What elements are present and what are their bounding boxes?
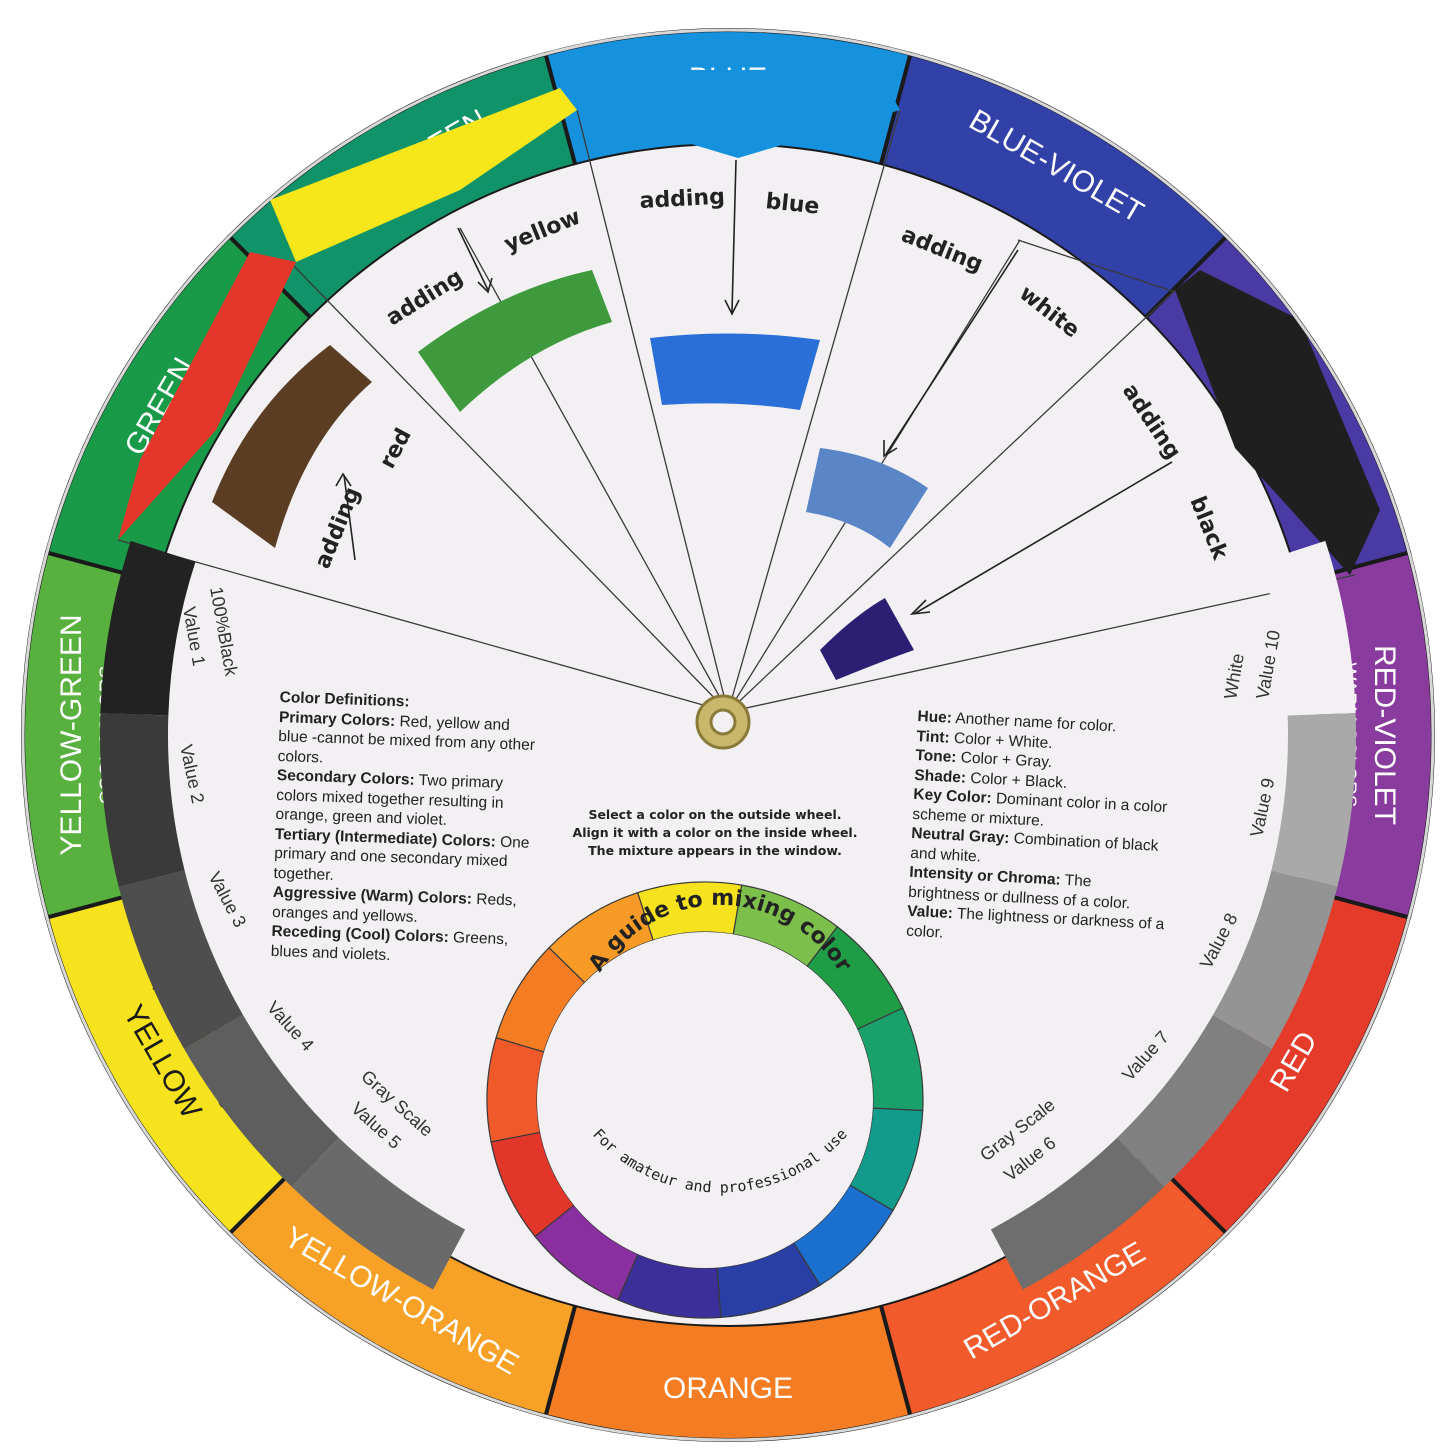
guide-segment[interactable] bbox=[486, 1036, 545, 1143]
mixing-arrows bbox=[335, 159, 1173, 616]
hue-label-yellow-green: YELLOW-GREEN bbox=[55, 614, 88, 855]
yellow-cutout bbox=[270, 88, 577, 262]
adding-blue-label: adding bbox=[639, 185, 725, 214]
definitions-left: Color Definitions: Primary Colors: Red, … bbox=[270, 688, 541, 970]
def-primary: Primary Colors: Red, yellow and blue -ca… bbox=[277, 708, 536, 767]
instruction-line-1: Select a color on the outside wheel. bbox=[588, 807, 842, 822]
center-rivet-hole bbox=[709, 708, 737, 736]
instructions: Select a color on the outside wheel. Ali… bbox=[560, 806, 870, 860]
gray-band-left-5 bbox=[291, 1137, 466, 1290]
gray-band-left-4 bbox=[184, 1015, 339, 1187]
gray-scale-left bbox=[100, 540, 466, 1290]
gray-band-right-9 bbox=[1271, 713, 1356, 887]
red-cutout bbox=[118, 252, 296, 540]
mix-window-blue bbox=[650, 333, 820, 410]
gray-band-right-10 bbox=[1260, 540, 1356, 716]
mix-window-shade bbox=[820, 598, 914, 680]
def-tertiary: Tertiary (Intermediate) Colors: One prim… bbox=[273, 825, 530, 884]
black-cutout bbox=[1175, 270, 1380, 575]
gray-band-left-3 bbox=[118, 870, 244, 1049]
mix-window-green bbox=[418, 270, 612, 412]
hue-label-red-violet: RED-VIOLET bbox=[1368, 645, 1401, 825]
blue-cutout bbox=[577, 70, 900, 158]
wheel-rim bbox=[21, 28, 1435, 1442]
gray-band-left-1 bbox=[100, 540, 196, 716]
instruction-line-2: Align it with a color on the inside whee… bbox=[572, 825, 858, 840]
gray-band-right-8 bbox=[1212, 870, 1338, 1049]
mix-window-tint bbox=[806, 448, 928, 548]
instruction-line-3: The mixture appears in the window. bbox=[588, 843, 842, 858]
definitions-right: Hue: Another name for color. Tint: Color… bbox=[906, 707, 1176, 954]
inner-guide-ring[interactable] bbox=[486, 881, 924, 1319]
guide-center bbox=[537, 932, 873, 1268]
blue-label: blue bbox=[764, 189, 820, 219]
gray-scale-right bbox=[990, 540, 1356, 1290]
gray-band-right-7 bbox=[1117, 1015, 1272, 1187]
def-secondary: Secondary Colors: Two primary colors mix… bbox=[275, 766, 504, 829]
hue-label-orange: ORANGE bbox=[663, 1372, 793, 1405]
gray-band-right-6 bbox=[990, 1137, 1165, 1290]
mix-window-brown bbox=[212, 345, 372, 548]
gray-band-left-2 bbox=[100, 713, 185, 887]
